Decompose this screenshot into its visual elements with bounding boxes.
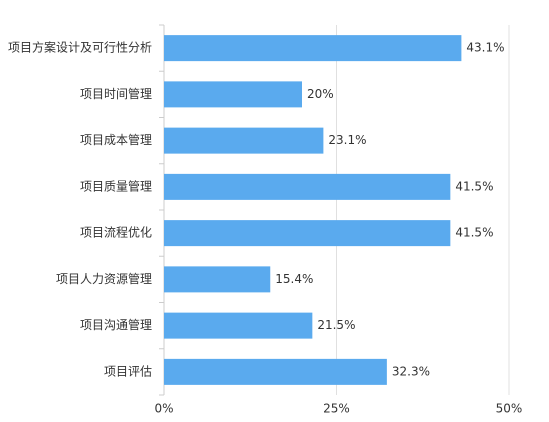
y-tick-label: 项目时间管理 — [80, 86, 152, 101]
y-tick-label: 项目评估 — [104, 364, 152, 378]
y-tick-label: 项目流程优化 — [80, 225, 152, 240]
bar — [164, 35, 462, 62]
value-label: 15.4% — [275, 272, 313, 286]
bar — [164, 173, 451, 200]
value-label: 20% — [307, 87, 334, 101]
bar — [164, 266, 271, 293]
value-label: 41.5% — [455, 226, 493, 240]
bar — [164, 312, 313, 339]
value-label: 32.3% — [392, 364, 430, 378]
value-label: 21.5% — [317, 318, 355, 332]
x-tick-label: 50% — [496, 402, 523, 416]
y-tick-label: 项目成本管理 — [80, 132, 152, 147]
bar — [164, 81, 302, 108]
x-tick-label: 0% — [154, 402, 173, 416]
y-tick-label: 项目质量管理 — [80, 178, 152, 193]
y-tick-label: 项目沟通管理 — [80, 317, 152, 332]
x-tick-label: 25% — [323, 402, 350, 416]
value-label: 41.5% — [455, 179, 493, 193]
bar — [164, 358, 387, 385]
bar — [164, 127, 324, 154]
y-tick-label: 项目方案设计及可行性分析 — [8, 40, 152, 55]
y-tick-label: 项目人力资源管理 — [56, 271, 152, 286]
value-label: 43.1% — [466, 41, 504, 55]
value-label: 23.1% — [328, 133, 366, 147]
bar — [164, 220, 451, 247]
